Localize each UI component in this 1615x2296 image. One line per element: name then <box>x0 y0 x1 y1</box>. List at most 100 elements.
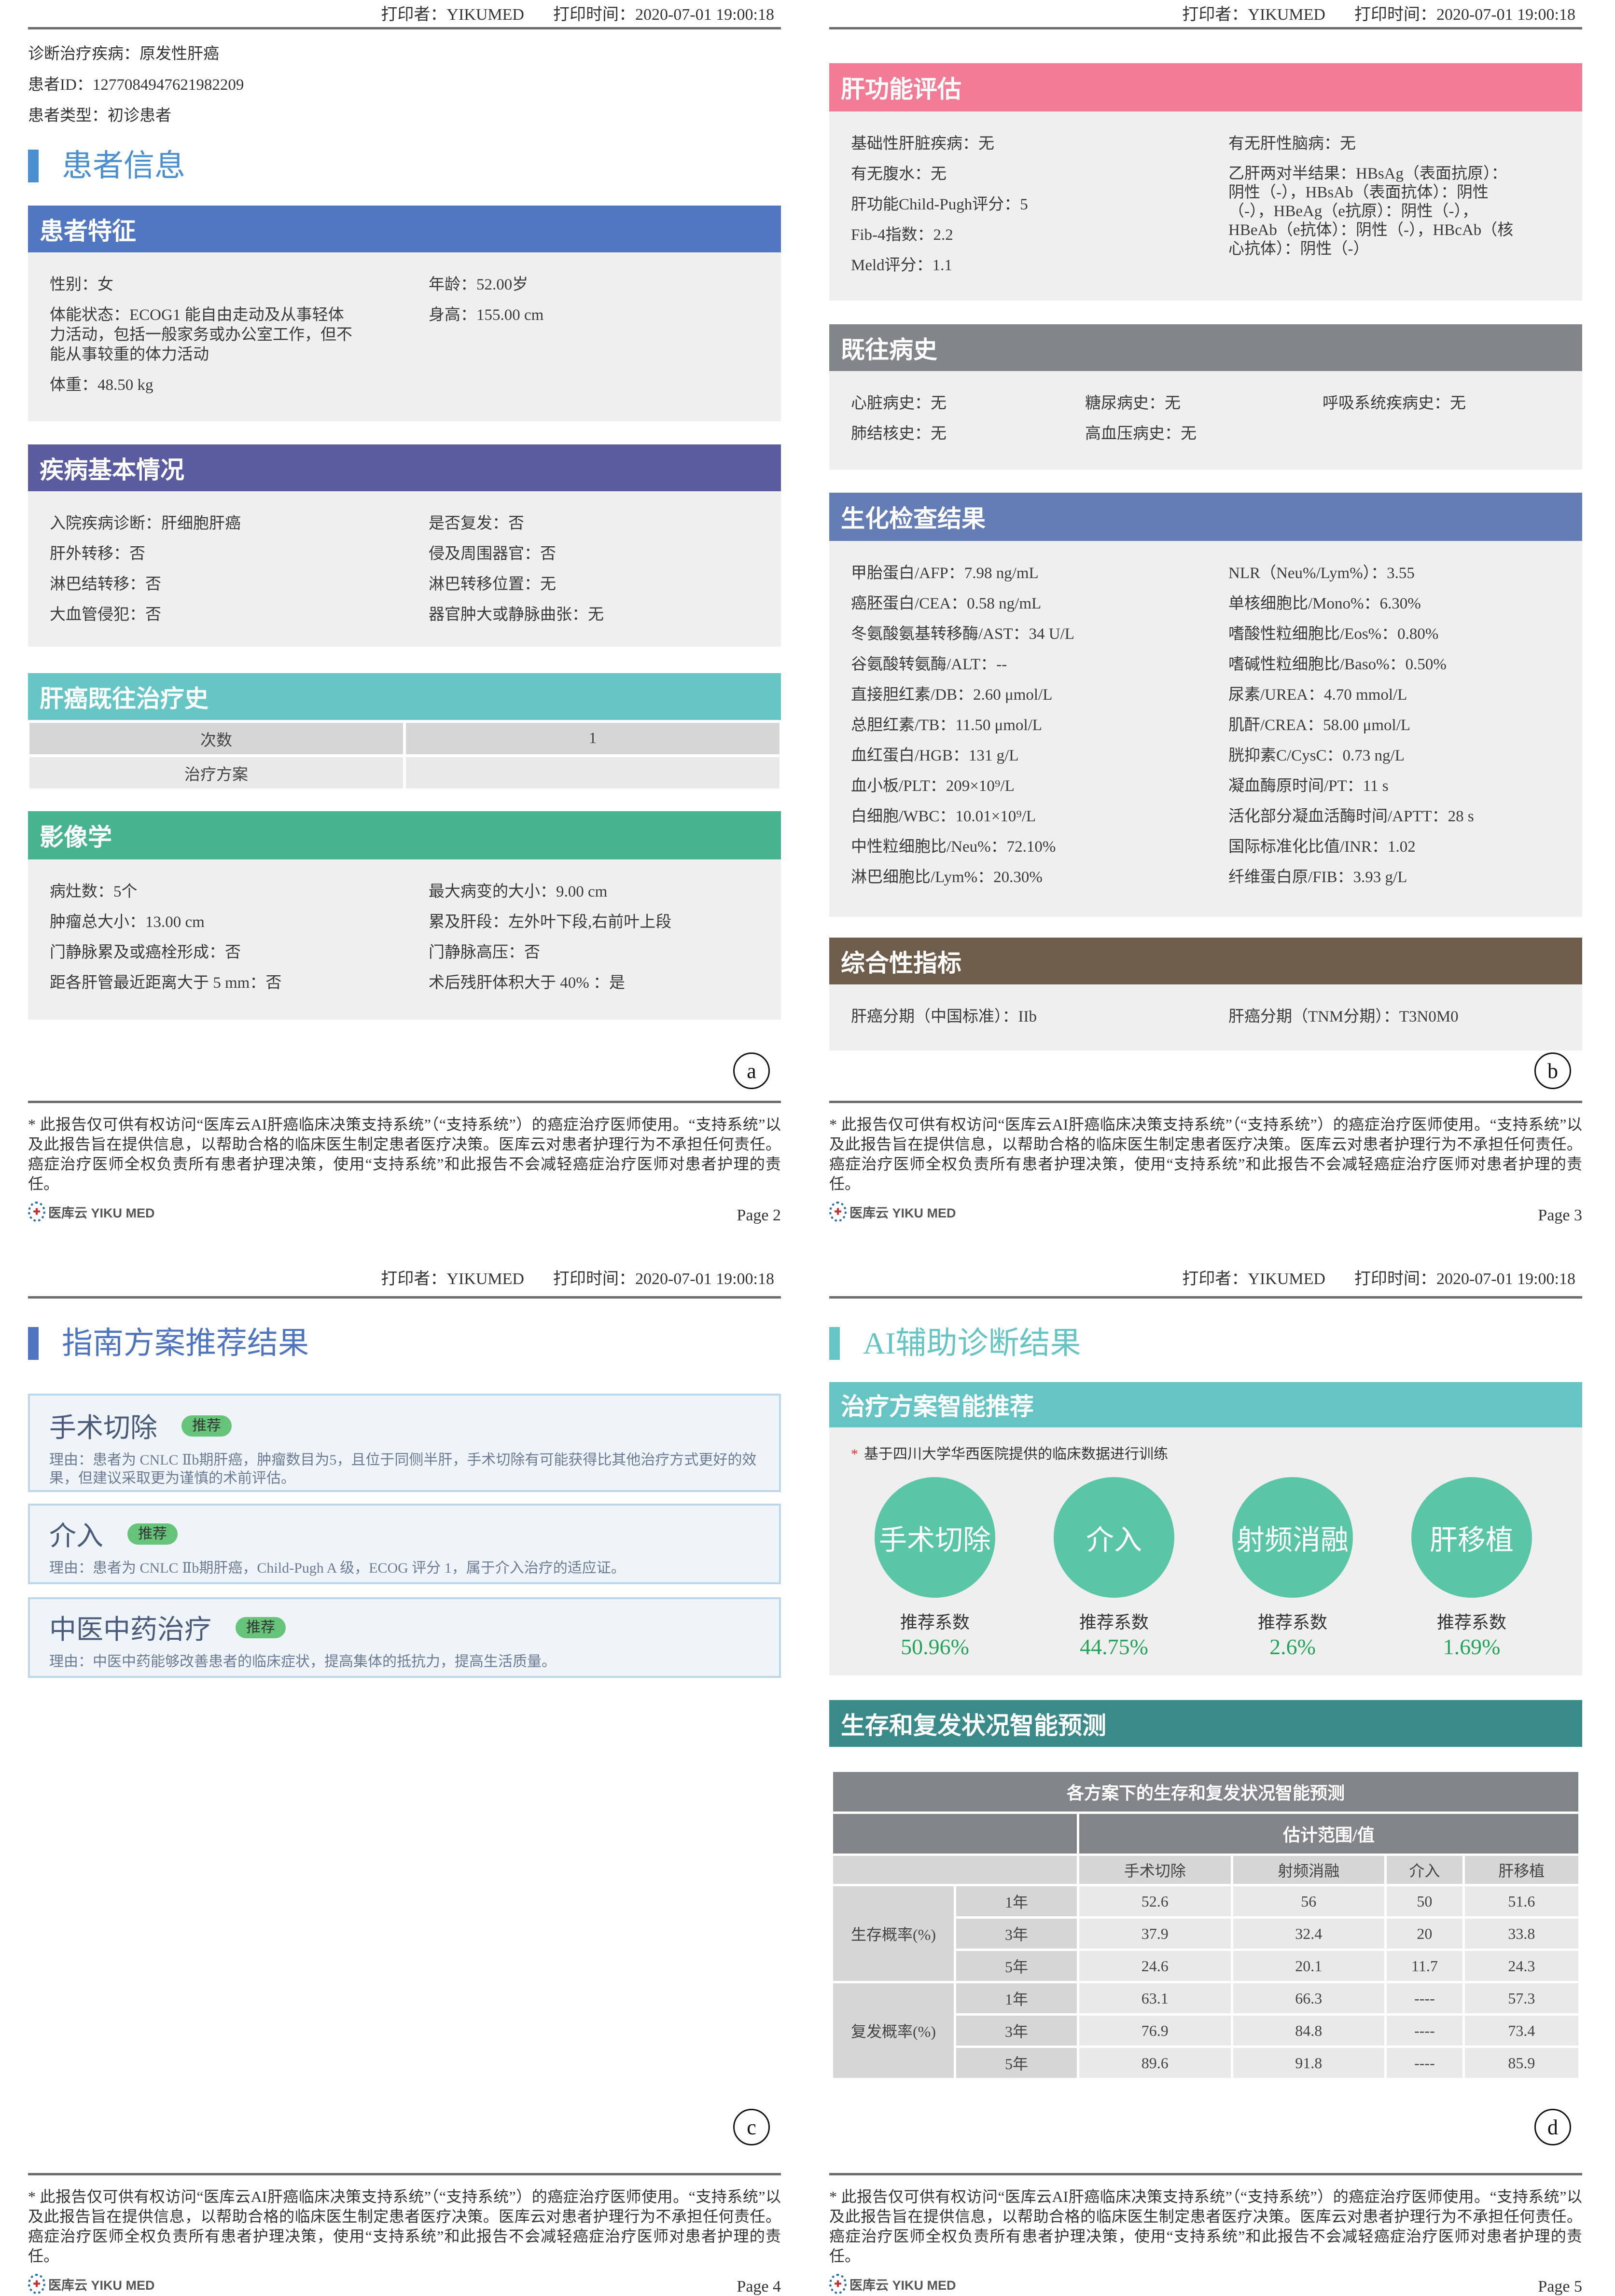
field: 中性粒细胞比/Neu%：72.10% <box>851 838 1056 856</box>
recommendation-card-interventional: 介入 推荐 理由：患者为 CNLC Ⅱb期肝癌，Child-Pugh A 级，EC… <box>28 1504 781 1584</box>
cell: 33.8 <box>1464 1919 1578 1949</box>
field: 直接胆红素/DB：2.60 μmol/L <box>851 686 1053 704</box>
field-weight: 体重：48.50 kg <box>50 376 153 394</box>
table-row: 3年 76.9 84.8 ---- 73.4 <box>833 2016 1578 2046</box>
field: 活化部分凝血活酶时间/APTT：28 s <box>1228 808 1474 825</box>
print-time: 打印时间：2020-07-01 19:00:18 <box>1354 1270 1575 1288</box>
section-body-past-history: 心脏病史：无 肺结核史：无 糖尿病史：无 高血压病史：无 呼吸系统疾病史：无 <box>829 371 1582 470</box>
section-body-ai-recommend: * 基于四川大学华西医院提供的临床数据进行训练 手术切除 介入 射频消融 肝移植 … <box>829 1427 1582 1675</box>
logo: ✚ 医库云 YIKU MED <box>28 1202 155 1222</box>
field: 甲胎蛋白/AFP：7.98 ng/mL <box>851 565 1039 582</box>
coefficient-value: 44.75% <box>1080 1634 1148 1659</box>
coefficient-label: 推荐系数 <box>1436 1613 1506 1632</box>
row-group-label: 复发概率(%) <box>833 1983 954 2078</box>
logo: ✚ 医库云 YIKU MED <box>28 2274 155 2294</box>
prediction-table: 各方案下的生存和复发状况智能预测 估计范围/值 手术切除 射频消融 介入 肝移植… <box>831 1770 1581 2080</box>
page-number: Page 3 <box>1538 1206 1582 1224</box>
field: Fib-4指数：2.2 <box>851 226 953 244</box>
training-note-text: 基于四川大学华西医院提供的临床数据进行训练 <box>864 1446 1168 1462</box>
section-header-treatment-history: 肝癌既往治疗史 <box>28 673 781 720</box>
group-header: 估计范围/值 <box>1079 1814 1578 1853</box>
field: 门静脉累及或癌栓形成：否 <box>50 944 241 961</box>
table-row: 治疗方案 <box>28 757 781 788</box>
coefficient-value: 2.6% <box>1269 1634 1316 1659</box>
cell: 51.6 <box>1464 1886 1578 1916</box>
field-age: 年龄：52.00岁 <box>429 276 529 293</box>
recommendation-card-surgery: 手术切除 推荐 理由：患者为 CNLC Ⅱb期肝癌，肿瘤数目为5，且位于同侧半肝，… <box>28 1394 781 1492</box>
field: 肝功能Child-Pugh评分：5 <box>851 196 1028 213</box>
table-cell-label: 治疗方案 <box>29 757 403 788</box>
column-header-blank <box>833 1856 1077 1884</box>
logo-text: 医库云 YIKU MED <box>48 1205 155 1220</box>
panel-label-d: d <box>1534 2109 1571 2145</box>
column-header: 介入 <box>1387 1856 1462 1884</box>
page-number: Page 5 <box>1538 2278 1582 2296</box>
page-number: Page 4 <box>737 2278 781 2296</box>
field: 冬氨酸氨基转移酶/AST：34 U/L <box>851 625 1074 643</box>
section-body-imaging: 病灶数：5个 肿瘤总大小：13.00 cm 门静脉累及或癌栓形成：否 距各肝管最… <box>28 859 781 1020</box>
title-accent-bar <box>28 150 39 182</box>
header-divider <box>28 1296 781 1299</box>
footer-divider <box>28 2173 781 2175</box>
column-header: 肝移植 <box>1464 1856 1578 1884</box>
print-header: 打印者：YIKUMED 打印时间：2020-07-01 19:00:18 <box>1153 1265 1575 1289</box>
field: 心脏病史：无 <box>851 395 947 412</box>
page-number: Page 2 <box>737 1206 781 1224</box>
section-header-characteristics: 患者特征 <box>28 206 781 252</box>
section-body-biochemistry: 甲胎蛋白/AFP：7.98 ng/mL 癌胚蛋白/CEA：0.58 ng/mL … <box>829 541 1582 917</box>
section-body-liver-function: 基础性肝脏疾病：无 有无腹水：无 肝功能Child-Pugh评分：5 Fib-4… <box>829 111 1582 301</box>
cell: 56 <box>1233 1886 1385 1916</box>
field: 纤维蛋白原/FIB：3.93 g/L <box>1228 869 1407 886</box>
field: 有无腹水：无 <box>851 166 947 183</box>
field: 凝血酶原时间/PT：11 s <box>1228 777 1389 795</box>
page-3: 打印者：YIKUMED 打印时间：2020-07-01 19:00:18 肝功能评… <box>829 0 1582 1235</box>
cell: ---- <box>1387 2016 1462 2046</box>
patient-type: 患者类型：初诊患者 <box>28 107 171 124</box>
cell: 32.4 <box>1233 1919 1385 1949</box>
print-header: 打印者：YIKUMED 打印时间：2020-07-01 19:00:18 <box>352 1 774 25</box>
logo: ✚ 医库云 YIKU MED <box>829 2274 956 2294</box>
title-accent-bar <box>829 1327 840 1360</box>
cell: 76.9 <box>1079 2016 1231 2046</box>
table-row: 生存概率(%) 1年 52.6 56 50 51.6 <box>833 1886 1578 1981</box>
cell: 66.3 <box>1233 1983 1385 2013</box>
field: 淋巴细胞比/Lym%：20.30% <box>851 869 1043 886</box>
field: 累及肝段：左外叶下段,右前叶上段 <box>429 913 672 931</box>
asterisk: * <box>851 1446 858 1462</box>
diagnosis-disease: 诊断治疗疾病：原发性肝癌 <box>28 45 219 63</box>
field: 白细胞/WBC：10.01×10⁹/L <box>851 808 1036 825</box>
field: 血红蛋白/HGB：131 g/L <box>851 747 1019 764</box>
recommended-badge: 推荐 <box>127 1523 178 1545</box>
field: 大血管侵犯：否 <box>50 606 161 623</box>
logo-text: 医库云 YIKU MED <box>849 1205 956 1220</box>
bubble-surgery: 手术切除 <box>875 1477 995 1598</box>
page-2: 打印者：YIKUMED 打印时间：2020-07-01 19:00:18 诊断治疗… <box>28 0 781 1235</box>
page-4: 打印者：YIKUMED 打印时间：2020-07-01 19:00:18 指南方案… <box>28 1264 781 2296</box>
cell: 91.8 <box>1233 2048 1385 2078</box>
recommendation-card-tcm: 中医中药治疗 推荐 理由：中医中药能够改善患者的临床症状，提高集体的抵抗力，提高生… <box>28 1597 781 1678</box>
field-tnm-stage: 肝癌分期（TNM分期）：T3N0M0 <box>1228 1008 1459 1025</box>
printer: 打印者：YIKUMED <box>1182 1270 1325 1288</box>
section-header-biochemistry: 生化检查结果 <box>829 493 1582 541</box>
coefficient-value: 1.69% <box>1443 1634 1501 1659</box>
field: 总胆红素/TB：11.50 μmol/L <box>851 717 1042 734</box>
field: 最大病变的大小：9.00 cm <box>429 883 608 900</box>
card-title: 中医中药治疗 <box>49 1615 211 1645</box>
recommended-badge: 推荐 <box>236 1617 286 1638</box>
logo: ✚ 医库云 YIKU MED <box>829 1202 956 1222</box>
field: 术后残肝体积大于 40% ：是 <box>429 974 625 992</box>
field: NLR（Neu%/Lym%）：3.55 <box>1228 565 1415 582</box>
section-header-past-history: 既往病史 <box>829 324 1582 371</box>
field: 距各肝管最近距离大于 5 mm：否 <box>50 974 282 992</box>
section-body-characteristics: 性别：女 体能状态：ECOG1 能自由走动及从事轻体力活动，包括一般家务或办公室… <box>28 252 781 421</box>
patient-id: 患者ID：1277084947621982209 <box>28 76 244 94</box>
bubble-transplant: 肝移植 <box>1411 1477 1532 1598</box>
cell: 20 <box>1387 1919 1462 1949</box>
header-divider <box>829 1296 1582 1299</box>
field: 国际标准化比值/INR：1.02 <box>1228 838 1416 856</box>
cell: 20.1 <box>1233 1951 1385 1981</box>
treatment-history-table: 次数 1 治疗方案 <box>28 720 781 788</box>
logo-text: 医库云 YIKU MED <box>849 2278 956 2293</box>
footer-divider <box>829 2173 1582 2175</box>
coefficient-label: 推荐系数 <box>1079 1613 1149 1632</box>
